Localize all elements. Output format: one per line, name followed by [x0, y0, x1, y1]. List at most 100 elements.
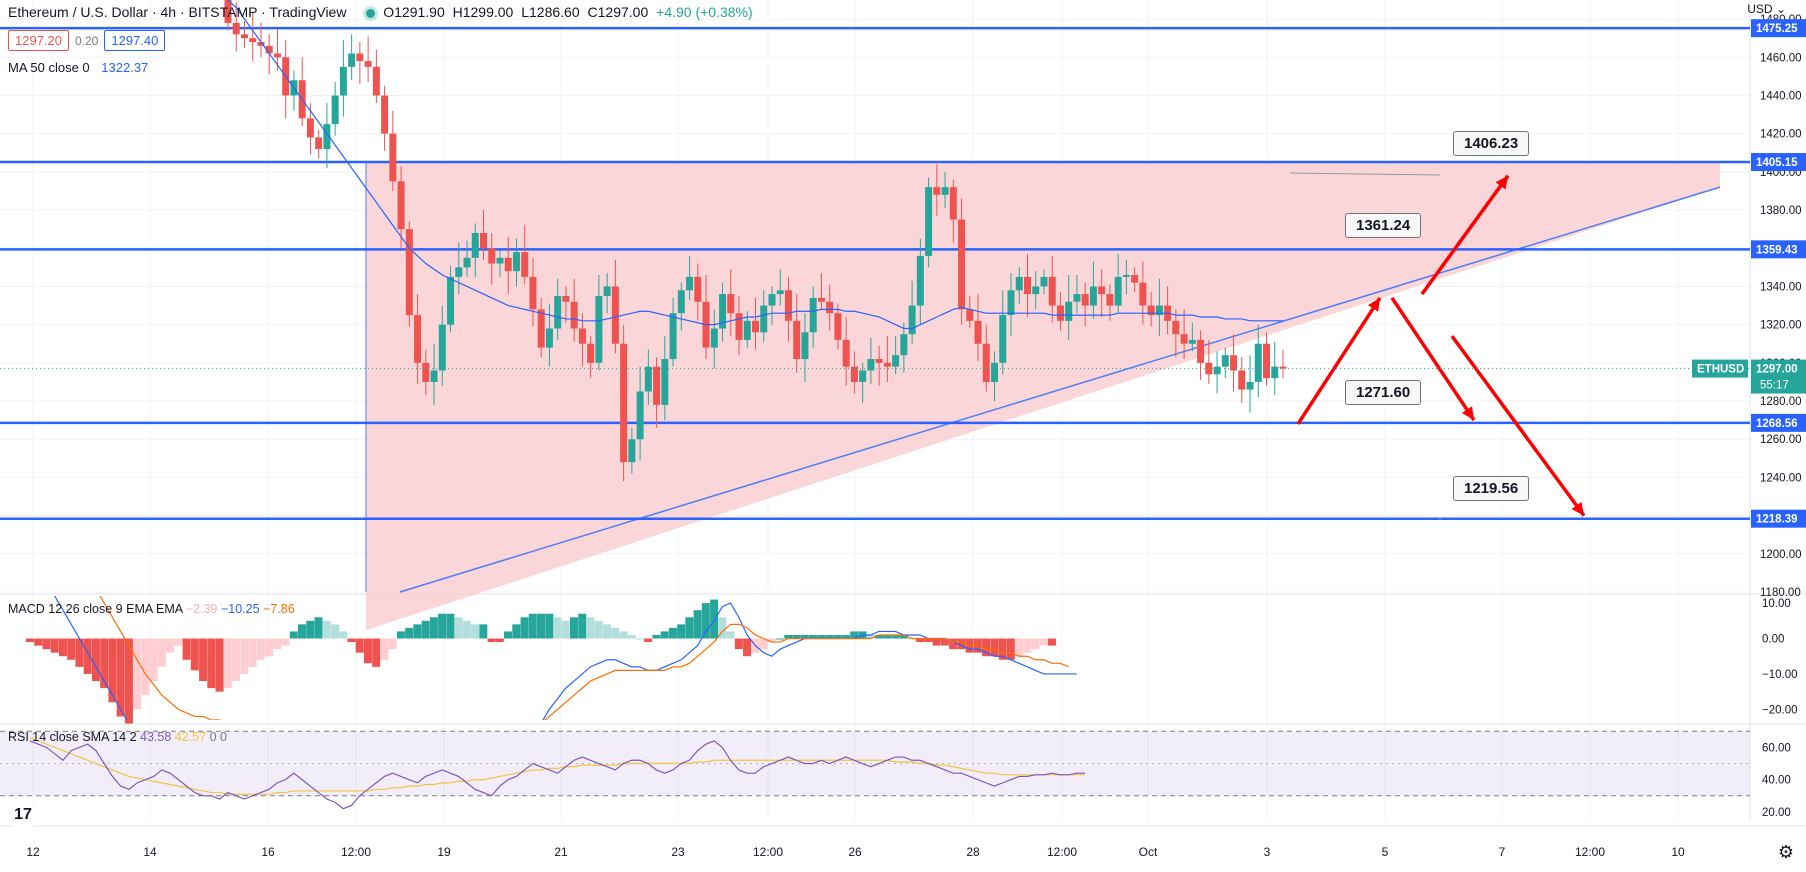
macd-histogram-bar [495, 638, 504, 643]
ohlc-high: H1299.00 [452, 4, 514, 20]
tradingview-logo-icon[interactable]: 17 [8, 800, 38, 830]
candle-body [1263, 343, 1271, 379]
candle-body [636, 391, 644, 440]
macd-histogram-bar [42, 638, 51, 650]
macd-histogram-bar [718, 617, 727, 639]
candle-body [1048, 276, 1056, 306]
candle-body [1254, 343, 1262, 382]
macd-histogram-bar [504, 631, 513, 639]
macd-histogram-bar [569, 617, 578, 639]
candle-body [430, 370, 438, 382]
candle-body [562, 296, 570, 302]
candle-body [1032, 286, 1040, 295]
candle-body [504, 257, 512, 272]
macd-histogram-bar [528, 613, 537, 639]
price-tick-label: 1420.00 [1760, 129, 1802, 141]
time-tick-label: 19 [437, 845, 451, 859]
macd-histogram-bar [289, 631, 298, 639]
macd-histogram-bar [297, 624, 306, 639]
candle-body [521, 252, 529, 277]
macd-histogram-bar [800, 634, 809, 639]
candle-body [1172, 320, 1180, 335]
candle-body [752, 320, 759, 333]
macd-histogram-bar [446, 613, 455, 639]
candle-body [1106, 294, 1114, 306]
macd-histogram-bar [34, 638, 43, 646]
level-price-text: 1405.15 [1756, 157, 1798, 169]
macd-histogram-bar [405, 627, 414, 639]
time-tick-label: 12:00 [1047, 845, 1077, 859]
candle-body [784, 290, 792, 321]
macd-histogram-bar [223, 638, 232, 689]
symbol-title[interactable]: Ethereum / U.S. Dollar · 4h · BITSTAMP ·… [8, 4, 347, 20]
level-price-tag [1751, 413, 1806, 432]
time-tick-label: 3 [1264, 845, 1271, 859]
rsi-band [0, 731, 1750, 796]
rsi-value: 43.58 [140, 730, 172, 744]
macd-histogram-bar [174, 638, 183, 646]
candle-body [480, 232, 488, 249]
candle-body [537, 309, 545, 348]
time-tick-label: 28 [966, 845, 980, 859]
price-tick-label: 1440.00 [1760, 90, 1802, 102]
ask-price-button[interactable]: 1297.40 [104, 30, 166, 51]
candle-body [867, 359, 875, 371]
macd-histogram-bar [471, 624, 480, 639]
candle-body [793, 320, 801, 360]
currency-selector[interactable]: USD ⌄ [1747, 2, 1786, 16]
macd-histogram-bar [141, 638, 150, 696]
candle-body [834, 313, 842, 340]
price-tick-label: 1180.00 [1760, 587, 1801, 599]
macd-histogram-bar [462, 620, 471, 639]
macd-hist-value: −2.39 [185, 602, 218, 616]
annotation-label[interactable]: 1361.24 [1345, 213, 1422, 238]
projection-arrow-head [1461, 406, 1474, 421]
macd-legend[interactable]: MACD 12 26 close 9 EMA EMA −2.39 −10.25 … [8, 602, 295, 616]
candle-body [1246, 381, 1254, 390]
macd-tick-label: −10.00 [1762, 669, 1798, 681]
macd-histogram-bar [891, 634, 900, 639]
ma50-line [227, 0, 1283, 330]
annotation-label[interactable]: 1406.23 [1453, 131, 1530, 156]
candle-body [339, 66, 347, 96]
macd-histogram-bar [438, 613, 447, 639]
price-tick-label: 1240.00 [1760, 472, 1802, 484]
countdown-text: 55:17 [1760, 380, 1789, 392]
annotation-label[interactable]: 1271.60 [1345, 380, 1422, 405]
macd-histogram-bar [487, 638, 496, 643]
macd-histogram-bar [83, 638, 92, 674]
candle-body [900, 334, 908, 356]
bid-price-button[interactable]: 1297.20 [8, 30, 69, 51]
candle-body [1065, 301, 1073, 321]
macd-histogram-bar [825, 634, 834, 639]
macd-histogram-bar [479, 624, 488, 639]
candle-body [710, 328, 718, 348]
macd-histogram-bar [743, 638, 752, 657]
macd-histogram-bar [949, 638, 958, 650]
candle-body [925, 187, 933, 256]
annotation-label[interactable]: 1219.56 [1453, 476, 1530, 501]
candle-body [727, 294, 735, 314]
macd-histogram-bar [899, 634, 908, 639]
rsi-label: RSI 14 close SMA 14 2 [8, 730, 137, 744]
candle-body [1188, 339, 1196, 344]
candle-body [966, 309, 974, 321]
rsi-z1: 0 [209, 730, 217, 744]
candle-body [1073, 294, 1081, 302]
ascending-trendline [399, 186, 1721, 593]
candle-body [381, 95, 389, 134]
candle-body [809, 297, 817, 333]
rsi-legend[interactable]: RSI 14 close SMA 14 2 43.58 42.57 0 0 [8, 730, 227, 744]
candle-body [933, 187, 941, 195]
candle-body [595, 296, 603, 363]
candle-body [859, 370, 867, 382]
candle-body [397, 181, 405, 230]
settings-gear-icon[interactable]: ⚙ [1777, 842, 1794, 862]
candle-body [1279, 366, 1287, 369]
ma-legend[interactable]: MA 50 close 0 1322.37 [8, 60, 148, 75]
candle-body [694, 276, 702, 302]
macd-histogram-bar [545, 613, 554, 639]
candle-body [364, 61, 372, 67]
